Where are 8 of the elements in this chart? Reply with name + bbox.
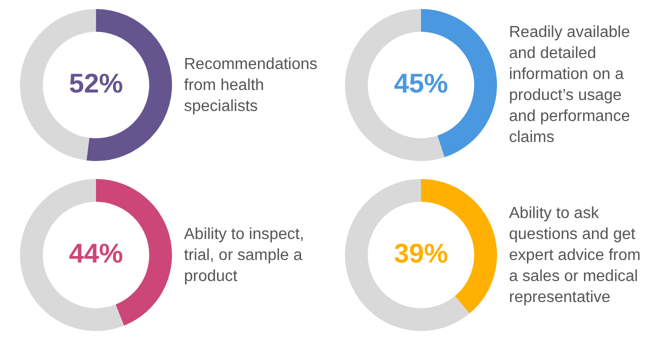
text: Recommendations from health specialists — [184, 54, 318, 116]
text: Ability to ask questions and get expert advice from a sales or medical representative — [509, 204, 642, 308]
text: Ability to inspect, trial, or sample a product — [184, 224, 306, 286]
data-label: 45% — [394, 68, 448, 98]
data-label: 44% — [68, 238, 124, 268]
data-label: 39% — [394, 238, 448, 268]
text: Readily available and detailed information on a product’s usage and performance claims — [509, 23, 631, 148]
data-label: 52% — [68, 68, 124, 98]
